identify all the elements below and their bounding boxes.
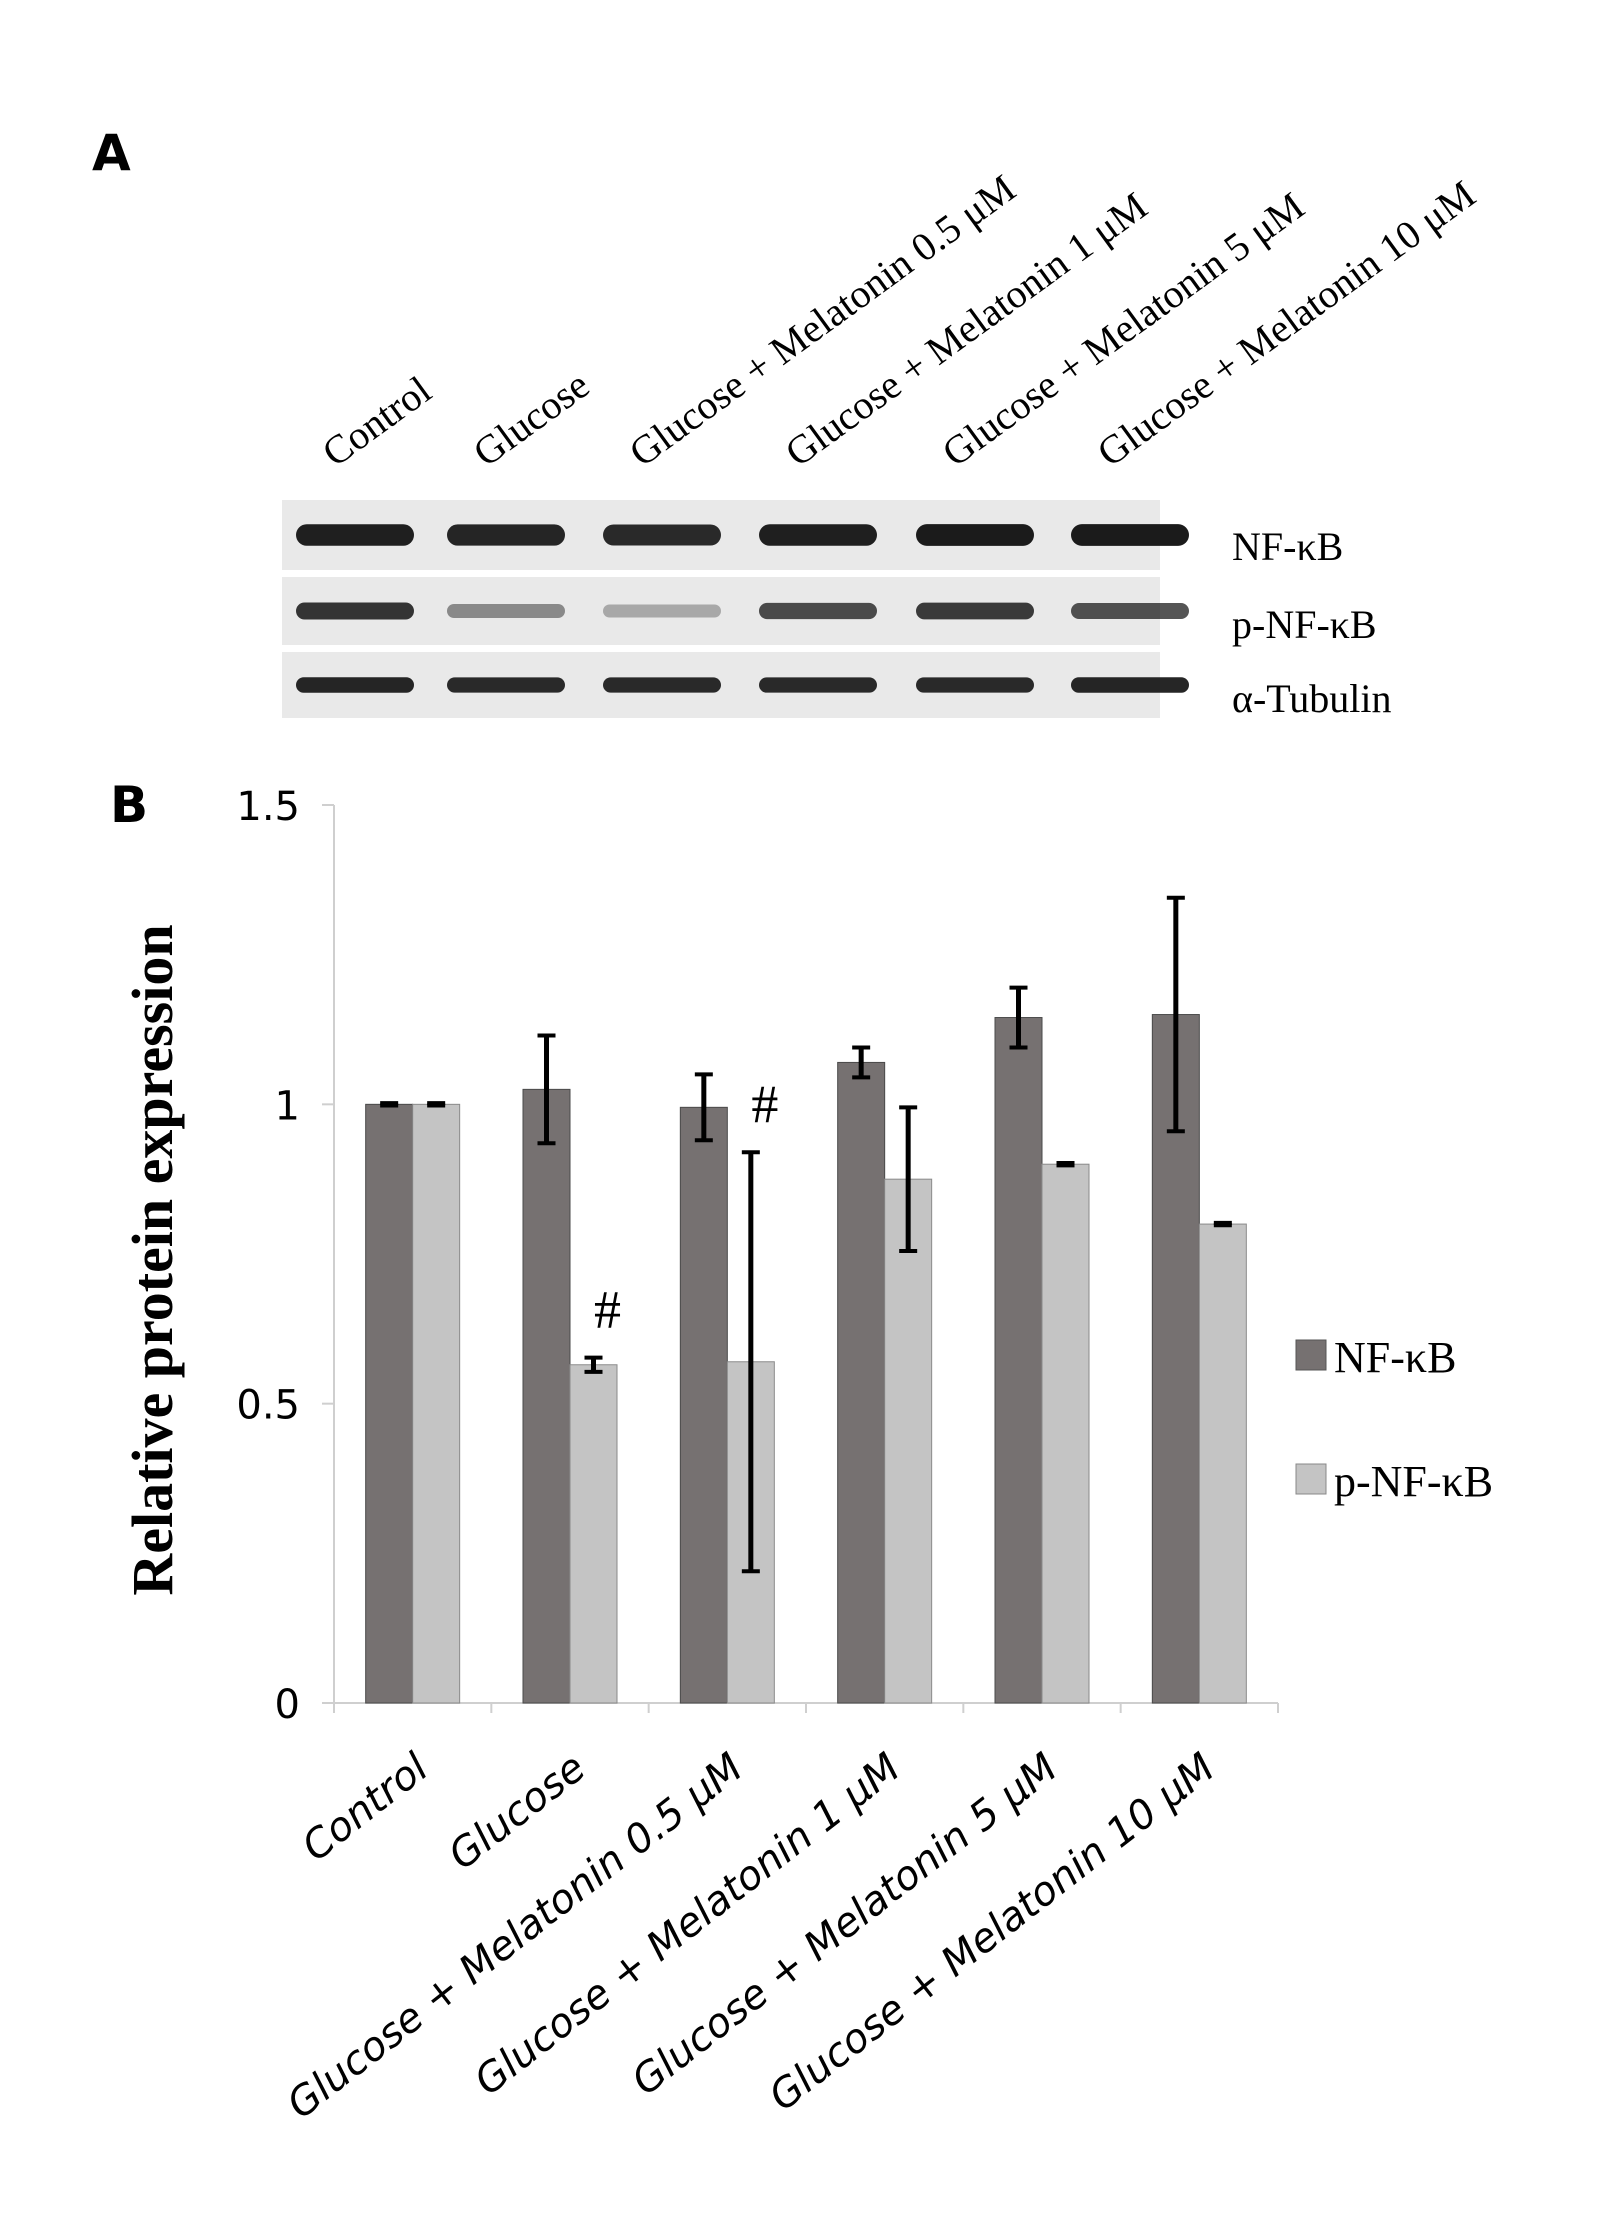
blot-label-nfkb: NF-κB — [1232, 524, 1343, 569]
blot-band — [1071, 677, 1189, 693]
panel-a-label: A — [92, 124, 131, 182]
panel-b-label: B — [110, 776, 148, 834]
bar — [1198, 1223, 1247, 1704]
bar — [365, 1103, 414, 1704]
lane-labels: Control Glucose Glucose + Melatonin 0.5 μM… — [314, 166, 1484, 476]
blot-label-pnfkb: p-NF-κB — [1232, 602, 1377, 647]
y-axis-title: Relative protein expression — [120, 924, 185, 1595]
legend-label-nfkb: NF-κB — [1334, 1333, 1456, 1382]
legend: NF-κB p-NF-κB — [1295, 1333, 1493, 1506]
blot-band — [1071, 603, 1189, 619]
blot-band — [916, 602, 1034, 620]
panel-b: B Relative protein expression 0 0.5 1 1.5 # #… — [110, 776, 1493, 2128]
blot-band — [447, 677, 565, 693]
blot-band — [759, 524, 877, 546]
panel-a: A Control Glucose Glucose + Melatonin 0.5 … — [92, 124, 1483, 721]
significance-marker: # — [594, 1280, 621, 1340]
blot-band — [759, 677, 877, 693]
blot-band — [603, 677, 721, 693]
legend-label-pnfkb: p-NF-κB — [1334, 1457, 1493, 1506]
blot-label-tubulin: α-Tubulin — [1232, 676, 1392, 721]
blot-band — [759, 602, 877, 620]
lane-label: Glucose — [465, 362, 597, 475]
blot-band — [447, 524, 565, 546]
bar — [522, 1088, 571, 1704]
blot-band — [296, 524, 414, 546]
blot-band — [916, 677, 1034, 693]
bar — [837, 1061, 886, 1704]
y-tick-label: 0 — [275, 1682, 300, 1728]
blot-band — [603, 524, 721, 546]
blot-band — [447, 603, 565, 619]
blot-band — [296, 602, 414, 620]
lane-label: Control — [314, 367, 439, 475]
legend-swatch-pnfkb — [1295, 1463, 1327, 1495]
x-tick-label: Glucose — [440, 1745, 594, 1879]
y-tick-label: 1 — [275, 1083, 300, 1129]
y-tick-label: 1.5 — [236, 784, 300, 830]
bar — [884, 1178, 933, 1704]
bar — [679, 1106, 728, 1704]
bar — [1041, 1163, 1090, 1704]
bar — [569, 1364, 618, 1704]
x-tick-label: Control — [294, 1745, 437, 1871]
bar — [994, 1017, 1043, 1704]
blot-band — [296, 677, 414, 693]
legend-swatch-nfkb — [1295, 1339, 1327, 1371]
blot-bands — [296, 524, 1189, 693]
significance-marker: # — [751, 1074, 778, 1134]
blot-band — [916, 524, 1034, 546]
y-tick-label: 0.5 — [236, 1383, 300, 1429]
bar — [412, 1103, 461, 1704]
blot-band — [603, 604, 721, 618]
blot-band — [1071, 524, 1189, 546]
western-blot — [282, 500, 1189, 718]
